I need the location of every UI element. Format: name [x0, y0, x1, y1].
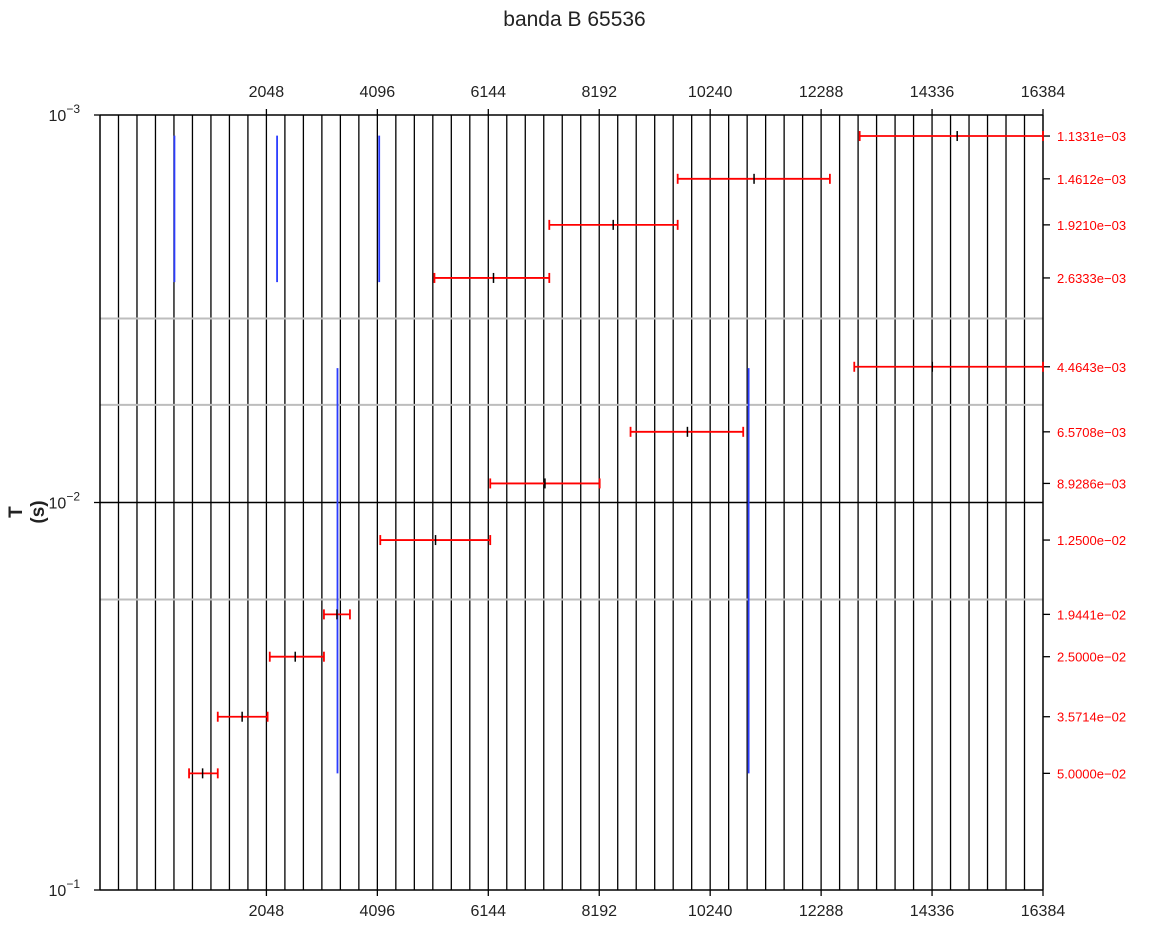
x-tick-label-bottom: 6144 — [470, 903, 506, 920]
x-tick-label-top: 2048 — [249, 84, 285, 101]
y-tick-label: 10−1 — [49, 877, 81, 900]
x-tick-label-top: 16384 — [1021, 84, 1066, 101]
x-tick-label-bottom: 2048 — [249, 903, 285, 920]
x-tick-label-top: 4096 — [360, 84, 396, 101]
x-tick-label-top: 12288 — [799, 84, 844, 101]
x-tick-label-top: 8192 — [581, 84, 617, 101]
x-tick-label-bottom: 8192 — [581, 903, 617, 920]
right-band-label: 5.0000e−02 — [1057, 766, 1126, 781]
right-band-label: 6.5708e−03 — [1057, 425, 1126, 440]
x-tick-label-bottom: 4096 — [360, 903, 396, 920]
right-band-label: 2.6333e−03 — [1057, 271, 1126, 286]
right-band-label: 1.9210e−03 — [1057, 218, 1126, 233]
right-band-label: 4.4643e−03 — [1057, 360, 1126, 375]
x-tick-label-top: 10240 — [688, 84, 733, 101]
right-band-label: 8.9286e−03 — [1057, 476, 1126, 491]
x-tick-label-bottom: 14336 — [910, 903, 955, 920]
y-tick-label: 10−2 — [49, 490, 81, 513]
right-band-label: 3.5714e−02 — [1057, 710, 1126, 725]
right-band-label: 1.4612e−03 — [1057, 172, 1126, 187]
chart-title: banda B 65536 — [503, 8, 646, 31]
right-band-label: 1.2500e−02 — [1057, 533, 1126, 548]
right-band-label: 2.5000e−02 — [1057, 650, 1126, 665]
right-band-label: 1.1331e−03 — [1057, 129, 1126, 144]
x-tick-label-bottom: 10240 — [688, 903, 733, 920]
right-band-label: 1.9441e−02 — [1057, 607, 1126, 622]
y-tick-label: 10−3 — [49, 102, 81, 125]
x-tick-label-top: 6144 — [470, 84, 506, 101]
x-tick-label-top: 14336 — [910, 84, 955, 101]
x-tick-label-bottom: 16384 — [1021, 903, 1066, 920]
x-tick-label-bottom: 12288 — [799, 903, 844, 920]
